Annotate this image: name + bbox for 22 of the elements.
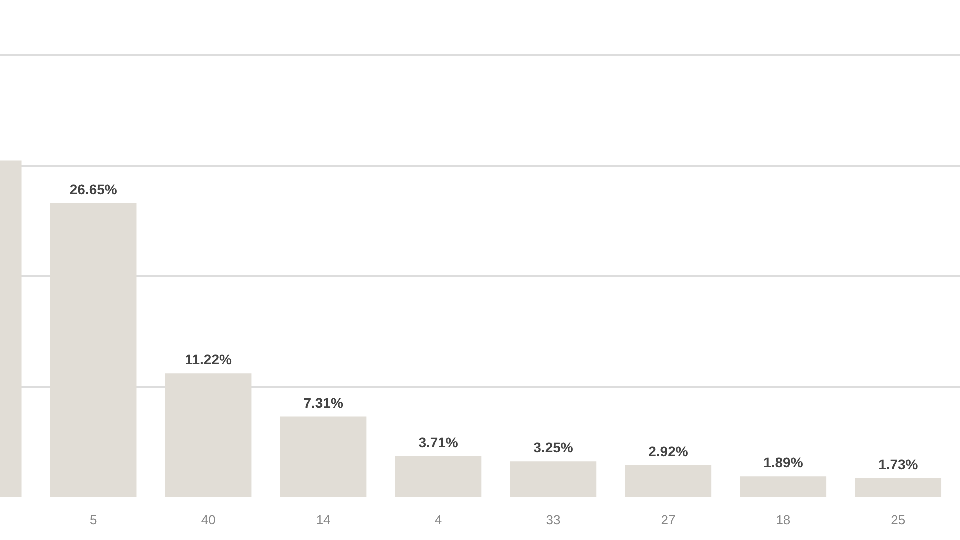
x-tick-label: 25 (891, 512, 906, 528)
data-label: 7.31% (304, 394, 344, 411)
data-label: 2.92% (648, 443, 689, 460)
bar (740, 476, 827, 498)
bar (395, 456, 482, 498)
data-label: 26.65% (70, 181, 118, 198)
x-tick-label: 27 (661, 512, 676, 528)
x-tick-label: 18 (776, 512, 791, 528)
data-label: 1.89% (764, 454, 804, 471)
bar (280, 416, 367, 498)
bar (510, 462, 597, 498)
data-label: 3.25% (534, 440, 574, 456)
data-label: 11.22% (185, 352, 233, 368)
x-tick-label: 33 (546, 512, 561, 528)
x-tick-label: 14 (316, 512, 331, 528)
x-tick-label: 40 (201, 512, 216, 528)
x-tick-label: 4 (434, 512, 442, 528)
bar (855, 478, 942, 498)
data-label: 3.71% (418, 434, 459, 451)
data-label: 1.73% (878, 456, 919, 472)
bar (625, 465, 712, 498)
x-tick-label: 5 (90, 512, 98, 528)
